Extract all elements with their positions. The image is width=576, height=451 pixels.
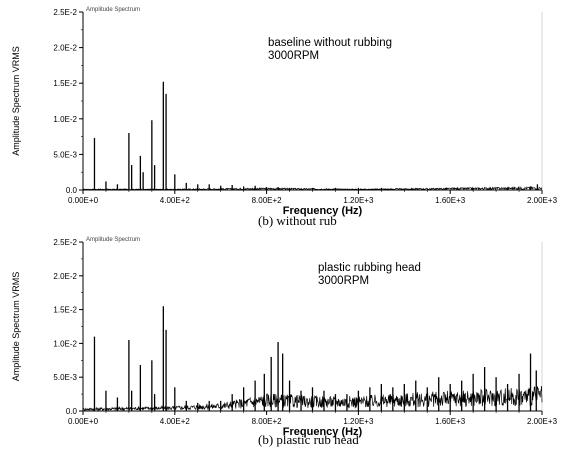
chart-label: Amplitude Spectrum [86,237,140,243]
x-tick-label: 1.60E+3 [435,196,466,205]
y-tick-label: 2.0E-2 [53,272,77,281]
y-tick-label: 1.0E-2 [53,339,77,348]
y-tick-label: 5.0E-3 [53,150,77,159]
x-tick-label: 4.00E+2 [160,196,191,205]
caption-bottom: (b) plastic rub head [258,432,359,448]
annotation-line-1: plastic rubbing head [318,262,421,274]
y-tick-label: 0.0 [66,407,78,416]
x-tick-label: 4.00E+2 [160,417,191,426]
y-axis-label: Amplitude Spectrum VRMS [11,272,21,382]
y-tick-label: 1.5E-2 [53,79,77,88]
chart-1: 0.0 5.0E-3 1.0E-2 1.5E-2 2.0E-2 2.5E-2 0.00E+0… [11,7,558,217]
x-tick-label: 8.00E+2 [252,196,283,205]
x-tick-label: 2.00E+3 [527,196,558,205]
annotation-line-2: 3000RPM [318,275,369,287]
x-tick-label: 1.20E+3 [343,196,374,205]
annotation-line-2: 3000RPM [268,50,319,62]
caption-top: (b) without rub [258,213,337,229]
chart-label: Amplitude Spectrum [86,7,140,13]
y-tick-label: 2.0E-2 [53,44,77,53]
x-tick-label: 1.20E+3 [343,417,374,426]
y-tick-label: 0.0 [66,186,78,195]
x-tick-label: 8.00E+2 [252,417,283,426]
y-tick-label: 2.5E-2 [53,238,77,247]
x-tick-label: 1.60E+3 [435,417,466,426]
y-tick-label: 1.5E-2 [53,306,77,315]
annotation-line-1: baseline without rubbing [268,37,392,49]
y-axis-label: Amplitude Spectrum VRMS [11,46,21,156]
x-tick-label: 0.00E+0 [68,196,99,205]
y-tick-label: 5.0E-3 [53,373,77,382]
chart-2: 0.0 5.0E-3 1.0E-2 1.5E-2 2.0E-2 2.5E-2 0.00E+0… [11,237,558,438]
y-tick-label: 2.5E-2 [53,8,77,17]
x-tick-label: 0.00E+0 [68,417,99,426]
x-tick-label: 2.00E+3 [527,417,558,426]
y-tick-label: 1.0E-2 [53,115,77,124]
